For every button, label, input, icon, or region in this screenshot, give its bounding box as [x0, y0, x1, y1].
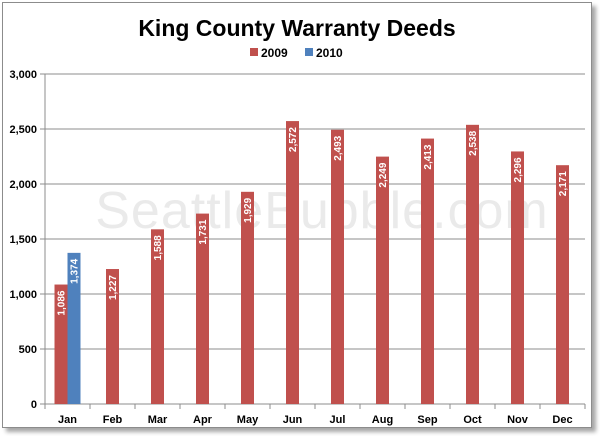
y-tick-label: 0 — [31, 399, 37, 411]
bar-2009-sep — [421, 138, 434, 404]
y-tick-label: 2,000 — [9, 179, 37, 191]
y-tick-label: 1,000 — [9, 289, 37, 301]
data-label: 2,572 — [288, 127, 299, 152]
axes — [40, 73, 586, 409]
x-tick-label: Feb — [103, 414, 123, 426]
legend-label-2010: 2010 — [316, 46, 343, 60]
data-label: 1,588 — [153, 235, 164, 260]
y-tick-labels: 0 500 1,000 1,500 2,000 2,500 3,000 — [9, 69, 37, 411]
bar-2009-dec — [556, 165, 569, 404]
bar-2009-apr — [196, 213, 209, 404]
bar-2009-nov — [511, 151, 524, 404]
bar-2009-aug — [376, 156, 389, 404]
x-tick-label: Aug — [372, 414, 393, 426]
chart-title: King County Warranty Deeds — [138, 15, 455, 41]
y-tick-label: 2,500 — [9, 124, 37, 136]
data-label: 2,249 — [378, 162, 389, 187]
bar-2009-feb — [106, 269, 119, 404]
gridlines — [45, 73, 585, 350]
data-label: 1,731 — [198, 219, 209, 244]
data-label: 2,493 — [333, 135, 344, 160]
bar-2009-oct — [466, 124, 479, 404]
x-tick-label: May — [237, 414, 259, 426]
data-label: 1,929 — [243, 197, 254, 222]
bar-2009-jan — [54, 284, 68, 404]
bar-2009-may — [241, 191, 254, 404]
data-label: 1,374 — [70, 258, 81, 283]
data-label: 2,538 — [468, 130, 479, 155]
legend-label-2009: 2009 — [261, 46, 288, 60]
legend-swatch-2009 — [250, 48, 258, 56]
data-label: 2,171 — [558, 171, 569, 196]
y-tick-label: 500 — [19, 344, 37, 356]
y-tick-label: 1,500 — [9, 234, 37, 246]
legend: 2009 2010 — [250, 46, 343, 60]
bar-2009-jun — [286, 121, 299, 404]
x-tick-label: Jun — [283, 414, 303, 426]
bar-2009-mar — [151, 229, 164, 404]
data-label: 1,227 — [108, 275, 119, 300]
x-tick-label: Apr — [193, 414, 213, 426]
legend-swatch-2010 — [305, 48, 313, 56]
x-tick-label: Sep — [417, 414, 437, 426]
bar-2009-jul — [331, 129, 344, 404]
x-tick-label: Jul — [330, 414, 346, 426]
x-tick-label: Jan — [58, 414, 77, 426]
bar-2010-jan — [67, 252, 81, 404]
y-tick-label: 3,000 — [9, 69, 37, 81]
x-tick-label: Dec — [552, 414, 572, 426]
x-tick-label: Nov — [507, 414, 529, 426]
x-tick-label: Oct — [463, 414, 482, 426]
data-label: 2,296 — [513, 157, 524, 182]
x-category-labels: Jan Feb Mar Apr May Jun Jul Aug Sep Oct Nov Dec — [58, 414, 573, 426]
data-label: 1,086 — [57, 290, 68, 315]
data-label: 2,413 — [423, 144, 434, 169]
x-tick-label: Mar — [148, 414, 168, 426]
